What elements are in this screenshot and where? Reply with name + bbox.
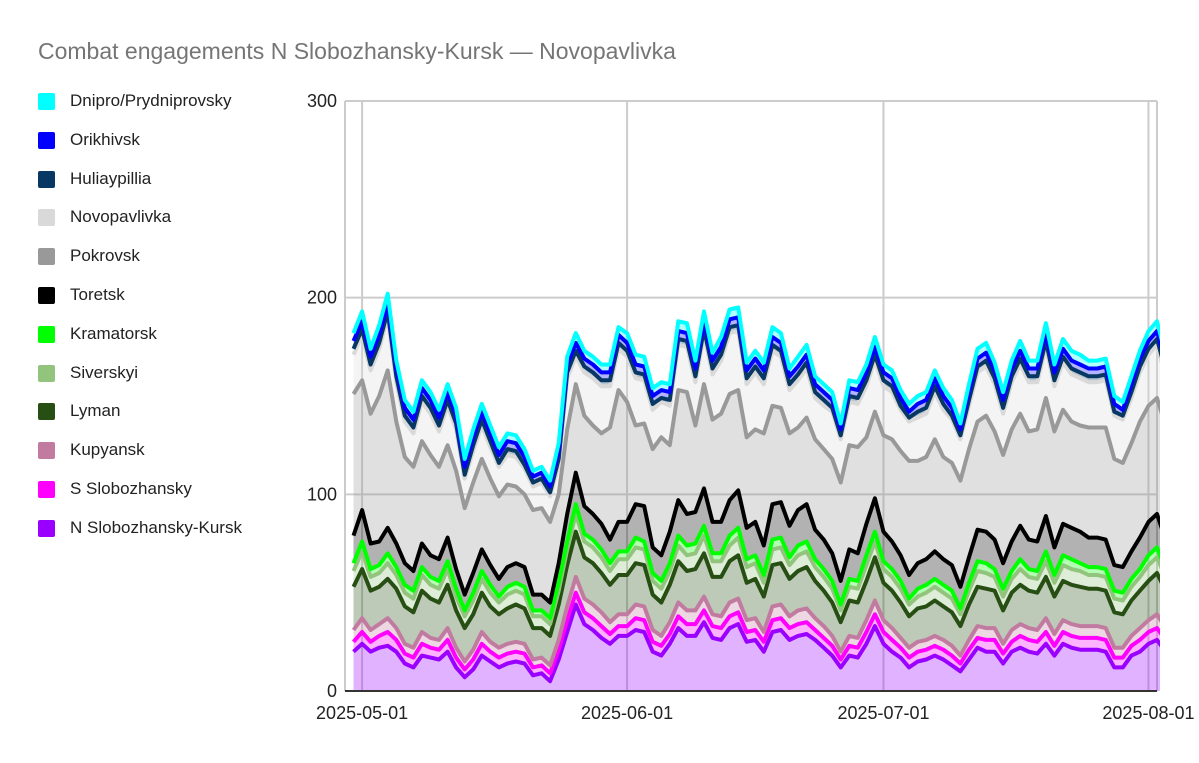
legend-swatch — [38, 131, 55, 149]
legend-swatch — [38, 403, 55, 421]
legend-swatch — [38, 209, 55, 227]
x-tick-label: 2025-08-01 — [1102, 703, 1194, 723]
series-line — [351, 470, 1160, 605]
legend-swatch — [38, 480, 55, 498]
y-tick-label: 100 — [307, 484, 337, 504]
series-line — [351, 291, 1160, 483]
legend-swatch — [38, 325, 55, 343]
series-line — [351, 502, 1160, 621]
legend-swatch — [38, 93, 55, 110]
series-line — [351, 590, 1160, 676]
series-line — [351, 368, 1160, 524]
legend-swatch — [38, 286, 55, 304]
series-line — [351, 574, 1160, 668]
x-tick-label: 2025-05-01 — [316, 703, 408, 723]
series-line — [351, 512, 1160, 627]
legend-label: Lyman — [70, 401, 121, 421]
y-tick-label: 0 — [327, 681, 337, 701]
legend-label: Novopavlivka — [70, 207, 172, 227]
legend-label: Dnipro/Prydniprovsky — [70, 91, 232, 110]
legend-label: Pokrovsk — [70, 246, 140, 266]
series-area — [353, 576, 1160, 674]
series-area — [353, 531, 1160, 666]
legend-swatch — [38, 519, 55, 537]
legend-label: Toretsk — [70, 284, 125, 304]
y-tick-label: 300 — [307, 91, 337, 111]
legend-label: Kupyansk — [70, 440, 145, 460]
legend-label: Kramatorsk — [70, 323, 157, 343]
legend-swatch — [38, 442, 55, 460]
y-tick-label: 200 — [307, 288, 337, 308]
legend-label: Orikhivsk — [70, 129, 140, 149]
chart-title: Combat engagements N Slobozhansky-Kursk … — [38, 38, 676, 64]
legend-label: Siverskyi — [70, 362, 139, 382]
series-area — [353, 317, 1160, 522]
series-line — [352, 602, 1160, 684]
legend-label: S Slobozhansky — [70, 478, 192, 498]
series-area — [353, 592, 1160, 682]
legend-swatch — [38, 170, 55, 188]
series-line — [351, 301, 1160, 489]
legend-label: N Slobozhansky-Kursk — [70, 517, 242, 537]
legend-swatch — [38, 364, 55, 382]
x-tick-label: 2025-06-01 — [581, 703, 673, 723]
series-line — [351, 309, 1160, 495]
x-tick-label: 2025-07-01 — [837, 703, 929, 723]
series-line — [351, 315, 1160, 499]
legend-label: Huliaypillia — [70, 168, 152, 188]
series-line — [351, 529, 1160, 638]
legend-swatch — [38, 248, 55, 266]
series-area — [353, 370, 1160, 603]
